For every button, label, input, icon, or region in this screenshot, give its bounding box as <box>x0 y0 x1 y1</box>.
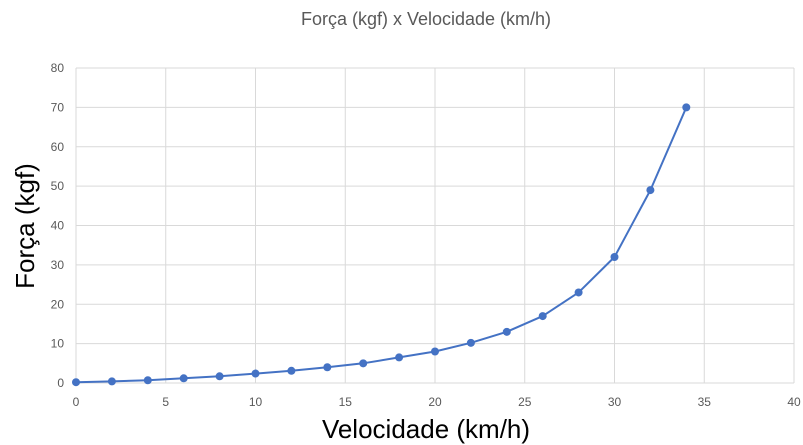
data-point <box>574 288 583 297</box>
y-tick-label: 20 <box>51 297 65 311</box>
data-point <box>646 186 655 195</box>
y-tick-label: 70 <box>51 100 65 114</box>
chart-title: Força (kgf) x Velocidade (km/h) <box>301 9 551 29</box>
x-tick-label: 25 <box>518 395 532 409</box>
data-point <box>143 376 152 385</box>
grid-layer <box>75 67 795 384</box>
series-layer <box>72 103 691 387</box>
y-tick-label: 0 <box>57 376 64 390</box>
x-tick-label: 40 <box>787 395 801 409</box>
x-tick-label: 15 <box>339 395 353 409</box>
x-tick-label: 5 <box>162 395 169 409</box>
x-axis-title: Velocidade (km/h) <box>322 414 530 444</box>
x-tick-label: 10 <box>249 395 263 409</box>
y-axis-title: Força (kgf) <box>10 163 40 289</box>
data-point <box>502 327 511 336</box>
data-point <box>359 359 368 368</box>
x-tick-label: 0 <box>73 395 80 409</box>
data-point <box>682 103 691 112</box>
data-point <box>610 253 619 261</box>
series-line <box>75 106 688 384</box>
x-tick-label: 35 <box>698 395 712 409</box>
data-point <box>466 338 475 347</box>
data-point <box>431 347 439 356</box>
y-tick-label: 50 <box>51 179 65 193</box>
data-point <box>287 366 296 375</box>
x-tick-labels: 0 5 10 15 20 25 30 35 40 <box>73 395 801 409</box>
data-point <box>179 374 188 383</box>
data-point <box>107 377 116 386</box>
y-tick-labels: 0 10 20 30 40 50 60 70 80 <box>51 61 65 390</box>
data-point <box>72 378 80 387</box>
data-point <box>323 363 332 372</box>
x-tick-label: 20 <box>428 395 442 409</box>
y-tick-label: 30 <box>51 258 65 272</box>
data-point <box>395 353 404 362</box>
x-tick-label: 30 <box>608 395 622 409</box>
y-tick-label: 10 <box>51 337 65 351</box>
y-tick-label: 80 <box>51 61 65 75</box>
data-point <box>251 369 260 378</box>
data-point <box>215 372 224 381</box>
data-point <box>538 312 547 321</box>
y-tick-label: 40 <box>51 219 65 233</box>
y-tick-label: 60 <box>51 140 65 154</box>
